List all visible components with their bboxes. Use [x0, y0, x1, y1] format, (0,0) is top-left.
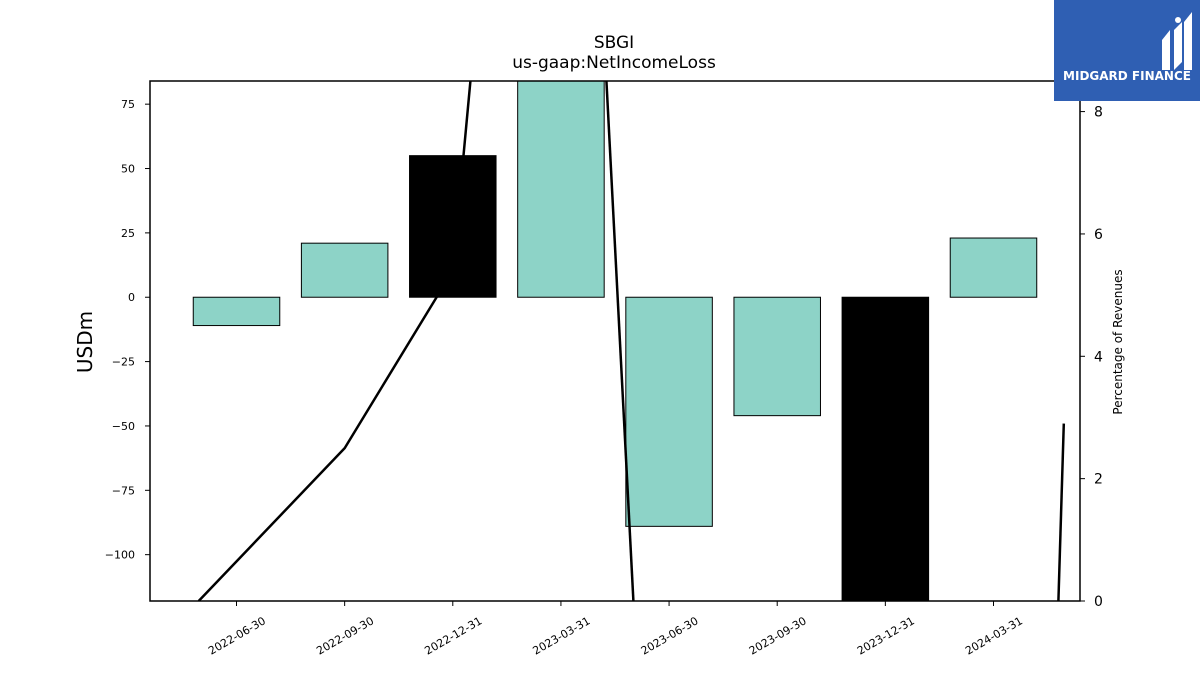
x-tick-label: 2023-03-31 — [531, 614, 593, 657]
bar — [625, 296, 713, 527]
x-tick-label: 2022-09-30 — [314, 614, 376, 657]
y2-tick-label: 2 — [1094, 472, 1103, 488]
x-tick-label: 2022-06-30 — [206, 614, 268, 657]
bar — [733, 296, 821, 417]
x-tick-label: 2023-06-30 — [639, 614, 701, 657]
bar — [192, 296, 281, 327]
series-line — [197, 81, 472, 601]
logo-text: MIDGARD FINANCE — [1063, 69, 1191, 83]
logo-mark-icon — [1162, 12, 1192, 70]
series-line — [1057, 423, 1066, 601]
y-tick-label: −50 — [112, 420, 135, 433]
bar — [517, 81, 605, 298]
y-axis-label: USDm — [73, 311, 97, 373]
bar — [409, 155, 497, 298]
bar — [841, 296, 930, 601]
x-tick-label: 2022-12-31 — [422, 614, 484, 657]
y-tick-label: −75 — [112, 484, 135, 497]
series-line — [605, 81, 635, 601]
x-tick-label: 2023-09-30 — [747, 614, 809, 657]
chart-title: SBGI — [594, 33, 634, 53]
y2-tick-label: 6 — [1094, 227, 1103, 243]
brand-logo: MIDGARD FINANCE — [1054, 0, 1200, 101]
x-tick-label: 2024-03-31 — [963, 614, 1025, 657]
y2-axis-label: Percentage of Revenues — [1111, 269, 1125, 414]
y2-tick-label: 0 — [1094, 594, 1103, 610]
y-tick-label: 50 — [121, 163, 135, 176]
y-tick-label: −100 — [105, 549, 135, 562]
bar — [300, 242, 389, 298]
bar — [949, 237, 1038, 298]
plot-area: 75 50 25 0 −25 −50 −75 −100 0 2 4 6 8 2022-06-30 2022-… — [105, 80, 1103, 658]
y2-tick-label: 4 — [1094, 349, 1103, 365]
y-tick-label: 75 — [121, 98, 135, 111]
y2-tick-label: 8 — [1094, 105, 1103, 121]
plot-frame — [149, 80, 1081, 602]
y-tick-label: −25 — [112, 356, 135, 369]
y-tick-label: 0 — [128, 291, 135, 304]
y-tick-label: 25 — [121, 227, 135, 240]
chart-subtitle: us-gaap:NetIncomeLoss — [512, 53, 716, 73]
x-tick-label: 2023-12-31 — [855, 614, 917, 657]
